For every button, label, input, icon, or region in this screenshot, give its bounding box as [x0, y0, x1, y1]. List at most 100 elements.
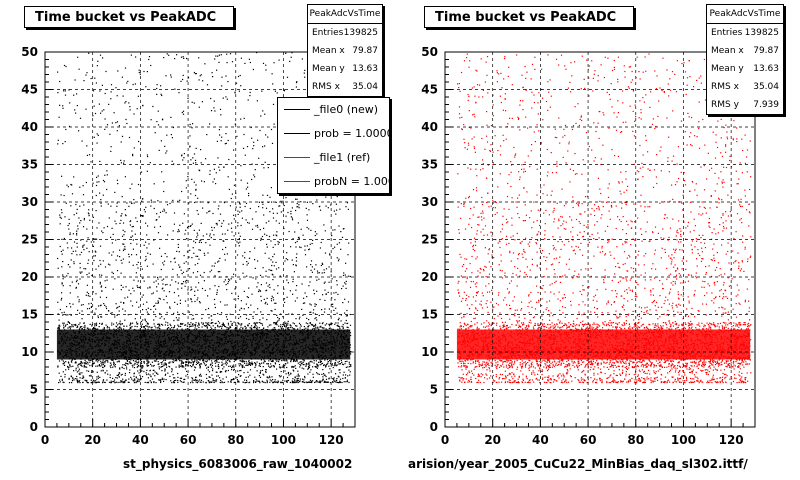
data-point	[343, 381, 345, 383]
data-point	[176, 250, 178, 252]
data-point	[118, 373, 120, 375]
data-point	[185, 261, 187, 263]
data-point	[308, 364, 310, 366]
data-point	[146, 301, 148, 303]
data-point	[110, 312, 112, 314]
data-point	[214, 285, 216, 287]
data-point	[94, 250, 96, 252]
data-point	[99, 281, 101, 283]
data-point	[198, 282, 200, 284]
data-point	[189, 325, 191, 327]
data-point	[187, 97, 189, 99]
data-point	[273, 365, 275, 367]
data-point	[292, 366, 294, 368]
data-point	[147, 328, 149, 330]
data-point	[125, 215, 127, 217]
data-point	[195, 381, 197, 383]
data-point	[141, 296, 143, 298]
data-point	[303, 368, 305, 370]
data-point	[128, 205, 130, 207]
data-point	[181, 323, 183, 326]
data-point	[268, 284, 271, 286]
data-point	[239, 328, 241, 330]
data-point	[72, 378, 74, 380]
data-point	[253, 311, 255, 313]
data-point	[173, 223, 175, 225]
data-point	[90, 241, 92, 243]
data-point	[273, 299, 275, 301]
data-point	[227, 278, 230, 280]
data-point	[260, 359, 262, 361]
data-point	[257, 380, 259, 382]
data-point	[215, 381, 217, 383]
data-point	[336, 280, 338, 282]
data-point	[131, 364, 133, 366]
data-point	[87, 259, 90, 261]
data-point	[134, 83, 136, 85]
data-point	[247, 324, 249, 326]
data-point	[276, 314, 278, 316]
data-point	[235, 206, 237, 208]
data-point	[314, 305, 316, 307]
data-point	[238, 363, 240, 365]
data-point	[324, 281, 326, 283]
scatter-points	[56, 52, 352, 384]
data-point	[343, 228, 345, 230]
data-point	[59, 325, 61, 327]
data-point	[116, 205, 118, 207]
data-point	[62, 324, 65, 326]
data-point	[103, 328, 105, 330]
data-point	[184, 285, 186, 287]
data-point	[327, 362, 329, 364]
data-point	[90, 302, 92, 304]
data-point	[149, 162, 151, 164]
data-point	[126, 325, 128, 327]
data-point	[78, 370, 80, 372]
data-point	[207, 366, 209, 368]
data-point	[317, 381, 319, 383]
data-point	[78, 363, 80, 365]
data-point	[102, 364, 104, 366]
data-point	[201, 101, 203, 103]
data-point	[322, 369, 324, 371]
data-point	[213, 380, 215, 382]
data-point	[185, 229, 187, 231]
data-point	[201, 287, 204, 290]
data-point	[249, 381, 251, 383]
data-point	[325, 378, 328, 380]
data-point	[309, 281, 311, 283]
data-point	[200, 74, 202, 76]
data-point	[337, 361, 339, 363]
data-point	[296, 379, 298, 381]
data-point	[248, 192, 250, 195]
data-point	[117, 324, 119, 326]
data-point	[222, 359, 224, 361]
data-point	[262, 366, 264, 368]
data-point	[68, 378, 70, 380]
data-point	[270, 380, 273, 382]
data-point	[208, 380, 210, 382]
data-point	[183, 57, 185, 59]
data-point	[141, 215, 143, 217]
data-point	[208, 371, 211, 373]
data-point	[132, 239, 134, 241]
data-point	[75, 324, 77, 326]
data-point	[128, 261, 130, 263]
data-point	[292, 219, 294, 221]
data-point	[251, 163, 253, 165]
data-point	[102, 361, 104, 363]
data-point	[69, 232, 71, 234]
data-point	[224, 143, 226, 145]
data-point	[202, 322, 205, 324]
data-point	[292, 322, 294, 324]
data-point	[194, 327, 196, 329]
data-point	[190, 382, 192, 384]
data-point	[210, 363, 212, 365]
data-point	[184, 233, 186, 235]
data-point	[271, 310, 273, 312]
data-point	[345, 381, 347, 383]
data-point	[87, 293, 90, 295]
data-point	[295, 260, 298, 262]
data-point	[177, 376, 179, 378]
data-point	[336, 196, 338, 198]
